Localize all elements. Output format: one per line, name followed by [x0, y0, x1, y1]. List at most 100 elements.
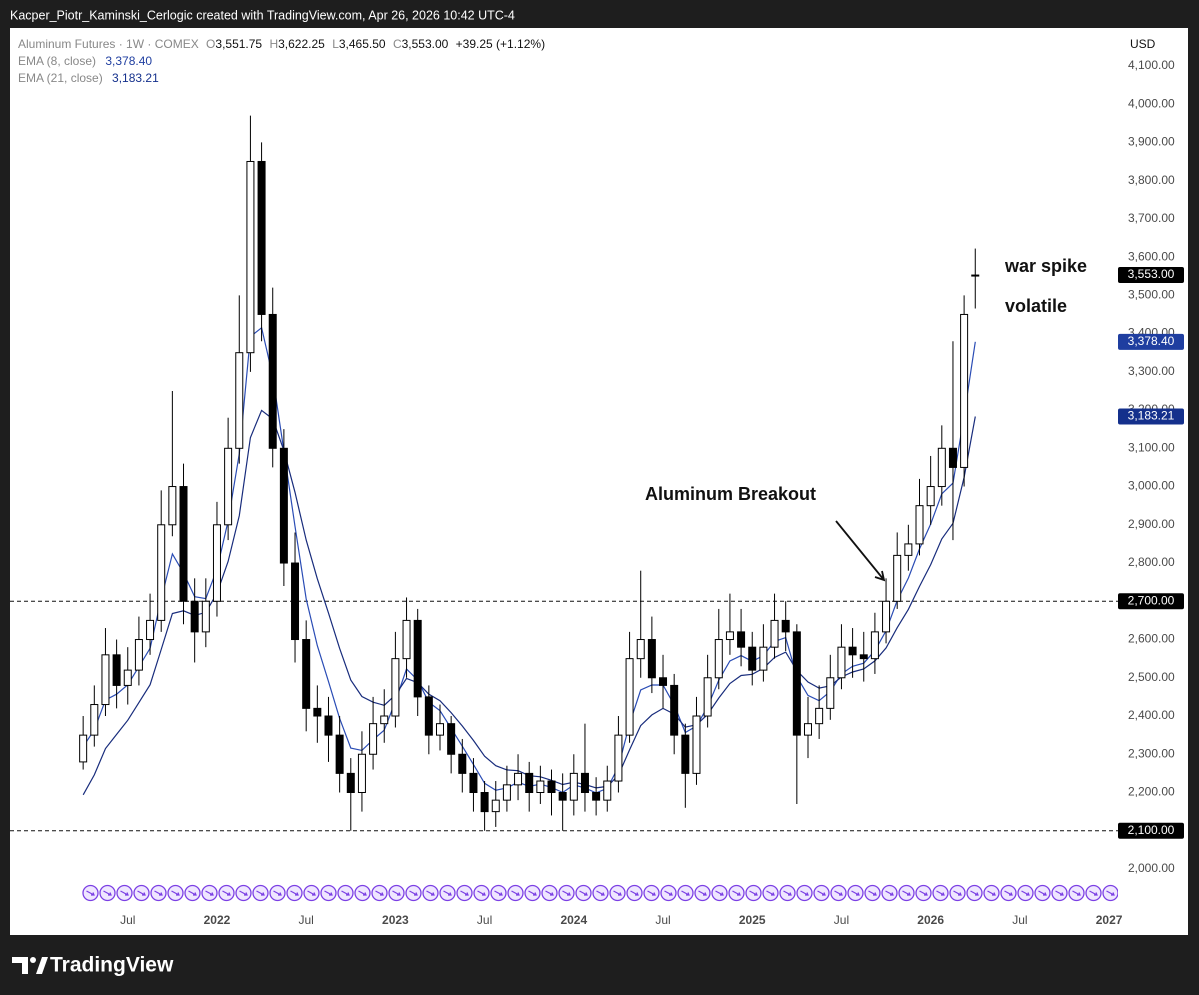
level-tag-label: 2,700.00	[1128, 593, 1175, 607]
y-tick-label: 3,800.00	[1128, 173, 1175, 187]
candle-body	[815, 707, 824, 725]
x-tick-label: 2026	[917, 913, 944, 927]
candle-body	[235, 352, 244, 449]
last-price-tag	[1118, 267, 1184, 284]
currency: USD	[1130, 37, 1156, 51]
candle-body	[547, 780, 556, 794]
x-tick-label: 2024	[560, 913, 587, 927]
candle-body	[870, 631, 879, 660]
candle-body	[636, 639, 645, 660]
candle-body	[781, 619, 790, 633]
candle-body	[224, 447, 233, 526]
candle-body	[502, 784, 511, 801]
candle-body	[168, 486, 177, 526]
symbol: Aluminum Futures · 1W · COMEX	[18, 37, 199, 51]
candle-body	[157, 524, 166, 621]
candle-body	[926, 486, 935, 507]
legend-value: 3,378.40	[105, 54, 152, 68]
candle-body	[536, 780, 545, 794]
candle-body	[201, 600, 210, 633]
header: Kacper_Piotr_Kaminski_Cerlogic created w…	[10, 8, 515, 22]
candle-body	[681, 734, 690, 774]
event-markers	[82, 884, 1118, 902]
candle-body	[558, 792, 567, 801]
candle-body	[79, 734, 88, 763]
y-tick-label: 3,500.00	[1128, 287, 1175, 301]
candle-body	[915, 505, 924, 545]
candle-body	[346, 772, 355, 794]
legend-ema8: EMA (8, close) 3,378.40	[18, 54, 152, 68]
legend-value: 3,183.21	[112, 71, 159, 85]
candle-body	[302, 639, 311, 709]
y-tick-label: 4,000.00	[1128, 96, 1175, 110]
candle-body	[101, 654, 110, 706]
ohlc-value: 3,465.50	[339, 37, 386, 51]
y-tick-label: 2,800.00	[1128, 555, 1175, 569]
candle-body	[792, 631, 801, 736]
y-tick-label: 3,000.00	[1128, 479, 1175, 493]
ema-tag	[1118, 333, 1184, 350]
candle-body	[971, 274, 980, 277]
plot-area	[10, 115, 1118, 832]
candle-body	[491, 799, 500, 813]
x-tick-label: Jul	[1012, 913, 1027, 927]
y-tick-label: 3,600.00	[1128, 249, 1175, 263]
legend-main: Aluminum Futures · 1W · COMEX O3,551.75 …	[18, 37, 545, 51]
x-tick-label: 2023	[382, 913, 409, 927]
candle-body	[335, 734, 344, 774]
candle-body	[380, 715, 389, 725]
y-tick-label: 2,900.00	[1128, 517, 1175, 531]
y-tick-label: 2,000.00	[1128, 861, 1175, 875]
candle-body	[569, 772, 578, 801]
candle-body	[759, 646, 768, 671]
candle-body	[402, 619, 411, 660]
y-tick-label: 2,300.00	[1128, 746, 1175, 760]
candle-body	[413, 619, 422, 698]
candle-body	[246, 160, 255, 354]
candle-body	[580, 772, 589, 794]
ema-tag-label: 3,183.21	[1128, 409, 1175, 423]
level-tag-label: 2,100.00	[1128, 823, 1175, 837]
legend-ema21: EMA (21, close) 3,183.21	[18, 71, 159, 85]
candle-body	[480, 792, 489, 813]
chart-panel	[10, 28, 1188, 935]
candle-body	[714, 639, 723, 679]
axes: 2,000.00 2,100.00 2,200.00 2,300.00 2,400.00…	[120, 58, 1184, 927]
ema-tag	[1118, 408, 1184, 425]
x-tick-label: 2027	[1096, 913, 1123, 927]
candle-body	[737, 631, 746, 648]
candle-body	[279, 447, 288, 564]
candle-body	[134, 639, 143, 671]
candle-body	[435, 723, 444, 736]
y-tick-label: 2,600.00	[1128, 632, 1175, 646]
y-tick-label: 3,100.00	[1128, 440, 1175, 454]
candle-body	[803, 723, 812, 736]
candle-body	[357, 753, 366, 794]
candle-body	[324, 715, 333, 736]
annotation: war spike	[1004, 256, 1087, 276]
x-tick-label: Jul	[120, 913, 135, 927]
y-tick-label: 2,200.00	[1128, 785, 1175, 799]
candle-body	[748, 646, 757, 671]
legend-name: EMA (21, close)	[18, 71, 103, 85]
x-tick-label: 2022	[204, 913, 231, 927]
candle-body	[391, 658, 400, 717]
y-tick-label: 3,300.00	[1128, 364, 1175, 378]
y-tick-label: 3,700.00	[1128, 211, 1175, 225]
y-tick-label: 2,500.00	[1128, 670, 1175, 684]
candle-body	[848, 646, 857, 656]
last-price-label: 3,553.00	[1128, 267, 1175, 281]
candle-body	[469, 772, 478, 794]
change: +39.25 (+1.12%)	[456, 37, 545, 51]
candle-body	[424, 696, 433, 736]
footer-logo	[12, 957, 48, 974]
candle-body	[112, 654, 121, 686]
x-tick-label: 2025	[739, 913, 766, 927]
candle-body	[146, 619, 155, 641]
y-tick-label: 4,100.00	[1128, 58, 1175, 72]
candle-body	[447, 723, 456, 755]
candle-body	[703, 677, 712, 717]
candle-body	[525, 772, 534, 794]
candle-body	[948, 447, 957, 468]
